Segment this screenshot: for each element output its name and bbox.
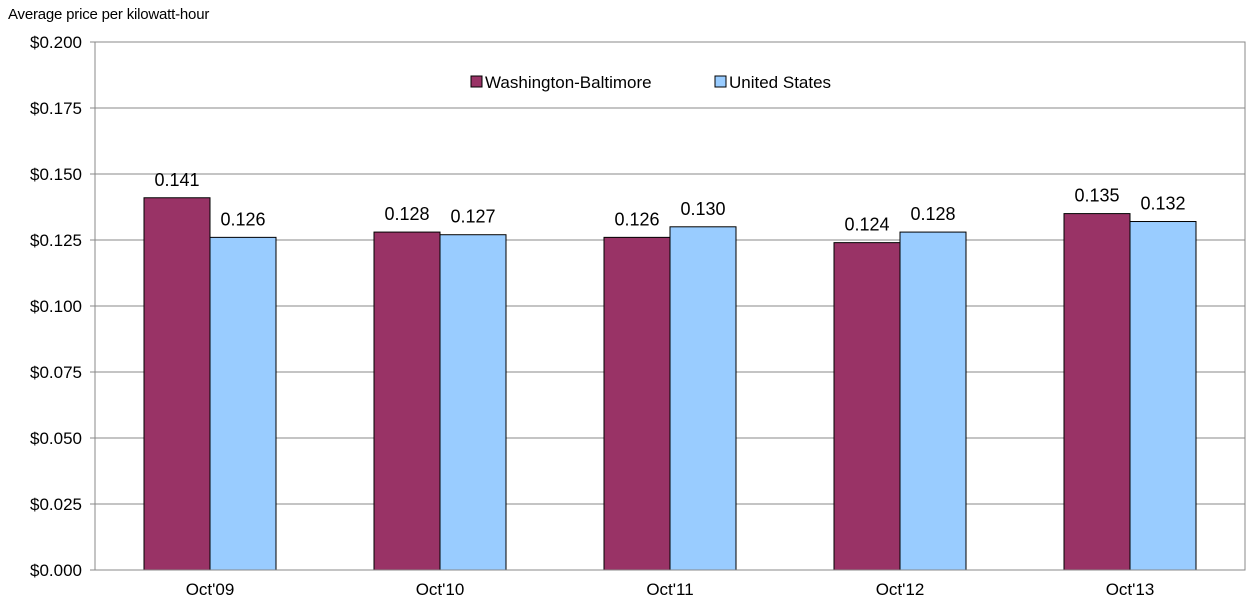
bar-united-states bbox=[899, 231, 967, 571]
bar-value-label: 0.126 bbox=[614, 209, 659, 229]
legend-item: Washington-Baltimore bbox=[470, 73, 652, 92]
bar-value-label: 0.127 bbox=[450, 207, 495, 227]
bar-data-labels: 0.141 0.126 0.128 0.127 0.126 0.130 0.124 0.128… bbox=[154, 170, 1185, 235]
bar-value-label: 0.135 bbox=[1074, 186, 1119, 206]
legend-item: United States bbox=[714, 73, 831, 92]
bar-united-states bbox=[439, 234, 507, 571]
y-tick-label: $0.200 bbox=[30, 33, 82, 52]
plot-area-border bbox=[94, 41, 1246, 571]
legend-swatch bbox=[714, 75, 727, 88]
bar-value-label: 0.130 bbox=[680, 199, 725, 219]
y-tick-label: $0.175 bbox=[30, 99, 82, 118]
bar-value-label: 0.132 bbox=[1140, 194, 1185, 214]
bar-washington-baltimore bbox=[373, 231, 441, 571]
y-tick-label: $0.050 bbox=[30, 429, 82, 448]
bar-washington-baltimore bbox=[143, 197, 211, 571]
legend-label: United States bbox=[729, 73, 831, 92]
x-tick-label: Oct'09 bbox=[186, 580, 235, 599]
bar-value-label: 0.128 bbox=[910, 204, 955, 224]
y-tick-label: $0.100 bbox=[30, 297, 82, 316]
bar-united-states bbox=[209, 236, 277, 571]
legend-label: Washington-Baltimore bbox=[485, 73, 652, 92]
bar-washington-baltimore bbox=[833, 242, 901, 571]
bar-united-states bbox=[1129, 221, 1197, 571]
bars bbox=[143, 197, 1197, 571]
legend-swatch bbox=[470, 75, 483, 88]
x-tick-label: Oct'11 bbox=[646, 580, 693, 599]
y-tick-label: $0.125 bbox=[30, 231, 82, 250]
y-axis-ticks: $0.000 $0.025 $0.050 $0.075 $0.100 $0.125 $0.1… bbox=[30, 33, 95, 580]
y-tick-label: $0.000 bbox=[30, 561, 82, 580]
y-tick-label: $0.075 bbox=[30, 363, 82, 382]
bar-value-label: 0.124 bbox=[844, 215, 889, 235]
x-tick-label: Oct'13 bbox=[1106, 580, 1155, 599]
y-tick-label: $0.025 bbox=[30, 495, 82, 514]
bar-value-label: 0.141 bbox=[154, 170, 199, 190]
x-tick-label: Oct'10 bbox=[416, 580, 465, 599]
bar-washington-baltimore bbox=[1063, 213, 1131, 571]
y-axis-title: Average price per kilowatt-hour bbox=[8, 6, 210, 23]
x-axis-ticks: Oct'09 Oct'10 Oct'11 Oct'12 Oct'13 bbox=[186, 580, 1155, 599]
x-tick-label: Oct'12 bbox=[876, 580, 925, 599]
legend: Washington-Baltimore United States bbox=[470, 73, 831, 92]
y-tick-label: $0.150 bbox=[30, 165, 82, 184]
bar-washington-baltimore bbox=[603, 236, 671, 571]
bar-value-label: 0.128 bbox=[384, 204, 429, 224]
bar-united-states bbox=[669, 226, 737, 571]
bar-value-label: 0.126 bbox=[220, 209, 265, 229]
